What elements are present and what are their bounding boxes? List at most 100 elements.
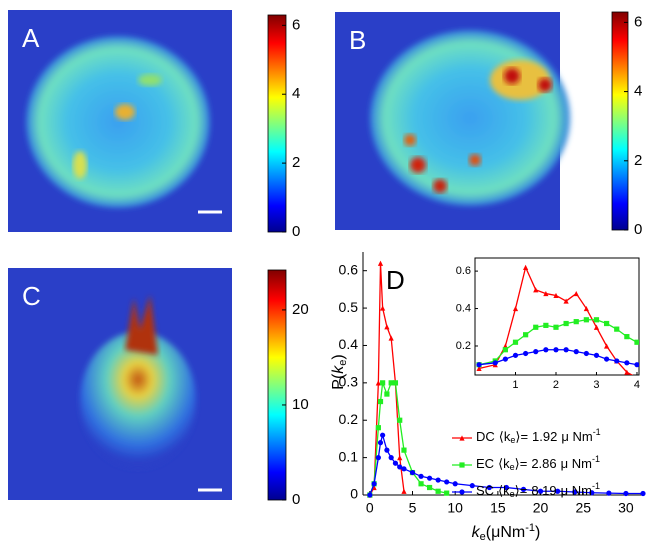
marker	[388, 455, 394, 461]
marker	[512, 305, 519, 312]
inset-y-tick-label: 0.4	[456, 302, 471, 314]
marker	[512, 339, 519, 345]
legend-text: ⟩=	[515, 456, 528, 471]
marker	[476, 365, 482, 372]
marker	[537, 488, 544, 494]
inset-x-tick-label: 4	[634, 379, 640, 391]
marker	[444, 490, 450, 496]
y-tick-label: 0.3	[339, 374, 359, 390]
chart-d-axes	[362, 252, 643, 496]
marker	[553, 324, 559, 330]
marker	[380, 432, 386, 438]
marker	[367, 492, 373, 498]
marker	[426, 484, 433, 491]
legend-text: 2.86	[531, 456, 556, 471]
legend-marker	[459, 435, 465, 441]
marker	[589, 490, 595, 496]
marker	[435, 488, 441, 494]
marker	[397, 464, 403, 470]
marker	[371, 481, 377, 487]
marker	[384, 391, 390, 397]
marker	[520, 486, 527, 492]
marker	[583, 317, 589, 323]
series-line	[478, 265, 634, 375]
marker	[401, 466, 407, 472]
x-tick-label: 25	[575, 500, 591, 516]
marker	[543, 290, 549, 297]
colorbar-tick-label: 4	[634, 83, 642, 100]
x-tick-label: 0	[366, 500, 374, 516]
marker	[418, 481, 424, 487]
x-label-var: k	[472, 524, 481, 541]
colorbar-tick-label: 2	[634, 152, 642, 169]
colorbar-tick-label: 20	[292, 301, 309, 318]
marker	[502, 347, 508, 353]
series-line	[478, 319, 638, 366]
marker	[572, 489, 578, 495]
marker	[593, 324, 600, 330]
marker	[380, 380, 386, 386]
marker	[624, 334, 630, 340]
legend-text: ⟨k	[498, 456, 510, 471]
legend-entry: SC ⟨ke⟩= 8.19 μ Nm-1	[476, 481, 600, 499]
marker	[377, 260, 384, 266]
marker	[512, 352, 519, 358]
x-tick-label: 5	[409, 500, 417, 516]
legend-text: ⟩=	[515, 483, 528, 498]
x-label-close: )	[535, 524, 540, 541]
colorbar-tick-label: 4	[292, 85, 300, 102]
x-label-text: (μNm	[486, 524, 525, 541]
marker	[533, 287, 539, 293]
marker	[469, 483, 475, 489]
y-label-text: P(	[330, 373, 347, 390]
marker	[533, 324, 539, 330]
marker	[388, 335, 394, 341]
marker	[555, 488, 561, 494]
marker	[523, 350, 529, 357]
marker	[486, 484, 492, 491]
marker	[563, 320, 569, 327]
marker	[503, 484, 510, 491]
marker	[593, 352, 600, 358]
x-tick-label: 15	[490, 500, 506, 516]
image-b	[335, 12, 600, 230]
marker	[476, 362, 482, 368]
inset-plot	[476, 264, 639, 375]
legend-entry: EC ⟨ke⟩= 2.86 μ Nm-1	[476, 454, 600, 472]
marker	[388, 380, 394, 386]
colorbar-tick-label: 0	[292, 491, 300, 508]
panel-label: C	[22, 281, 41, 311]
legend-text: e	[510, 435, 515, 445]
marker	[377, 440, 384, 446]
y-label-var: k	[330, 365, 347, 374]
x-label-sub: e	[480, 531, 486, 542]
marker	[583, 350, 589, 357]
marker	[573, 349, 579, 355]
legend-text: 1.92	[532, 429, 557, 444]
marker	[392, 460, 399, 466]
y-tick-label: 0.6	[339, 261, 359, 277]
marker	[435, 477, 441, 483]
colorbar	[611, 11, 629, 231]
marker	[375, 455, 381, 461]
y-label-close: )	[330, 354, 347, 359]
legend-text: EC	[476, 456, 494, 471]
marker	[640, 490, 646, 497]
marker	[377, 398, 384, 405]
inset-frame	[474, 257, 640, 376]
marker	[418, 473, 424, 479]
inset-y-tick-label: 0.2	[456, 340, 471, 352]
marker	[426, 475, 433, 481]
marker	[543, 322, 549, 328]
marker	[614, 326, 620, 332]
marker	[444, 479, 450, 485]
marker	[384, 447, 390, 453]
marker	[375, 425, 381, 431]
marker	[624, 369, 630, 375]
marker	[523, 332, 529, 338]
marker	[543, 347, 549, 353]
legend-entry: DC ⟨ke⟩= 1.92 μ Nm-1	[476, 427, 601, 445]
marker	[401, 447, 407, 453]
marker	[563, 298, 569, 304]
